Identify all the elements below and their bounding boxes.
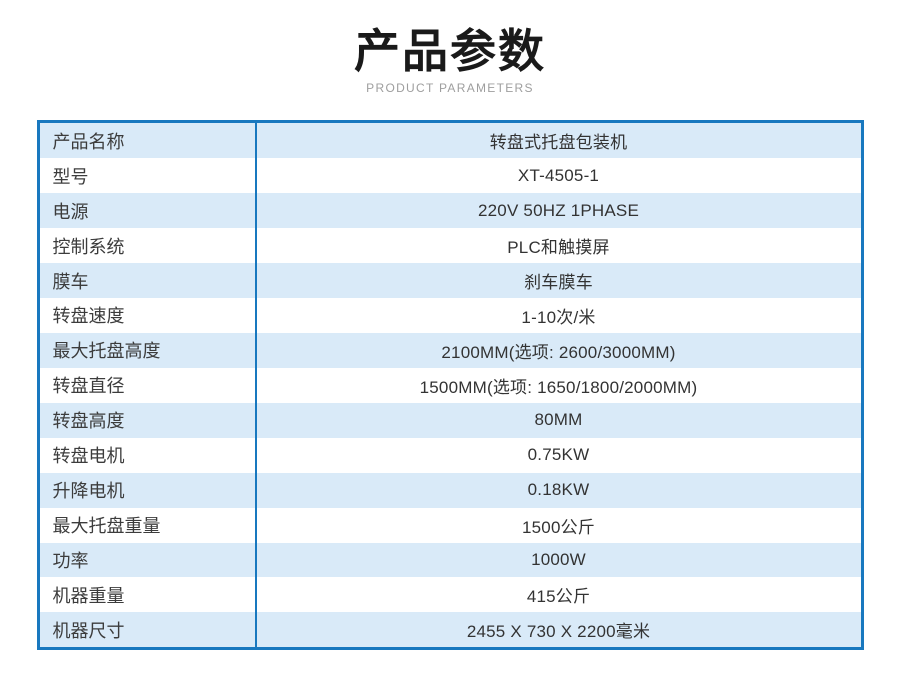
table-row: 控制系统 PLC和触摸屏 xyxy=(39,228,861,264)
row-label: 机器尺寸 xyxy=(40,612,257,648)
row-label: 电源 xyxy=(40,193,257,229)
table-row: 转盘直径 1500MM(选项: 1650/1800/2000MM) xyxy=(39,367,861,403)
row-value: 2100MM(选项: 2600/3000MM) xyxy=(441,342,676,362)
row-label: 型号 xyxy=(40,158,257,194)
row-label: 转盘高度 xyxy=(40,402,257,438)
row-label: 产品名称 xyxy=(40,123,257,159)
row-value: PLC和触摸屏 xyxy=(507,238,610,258)
table-row: 膜车 刹车膜车 xyxy=(39,263,861,298)
row-value: 1500MM(选项: 1650/1800/2000MM) xyxy=(419,377,698,397)
row-value: 2455 X 730 X 2200毫米 xyxy=(466,622,651,642)
row-value: 1-10次/米 xyxy=(521,307,596,327)
row-value: 转盘式托盘包装机 xyxy=(489,133,628,153)
row-value: 1000W xyxy=(531,550,586,570)
row-label: 升降电机 xyxy=(40,472,257,508)
table-row: 机器尺寸 2455 X 730 X 2200毫米 xyxy=(39,612,861,648)
table-row: 产品名称 转盘式托盘包装机 xyxy=(39,123,861,159)
table-row: 型号 XT-4505-1 xyxy=(39,158,861,194)
table-row: 最大托盘高度 2100MM(选项: 2600/3000MM) xyxy=(39,332,861,368)
row-value: XT-4505-1 xyxy=(517,165,600,185)
page-subtitle: PRODUCT PARAMETERS xyxy=(366,81,534,96)
spec-table: 产品名称 转盘式托盘包装机 型号 XT-4505-1 电源 220V 50HZ … xyxy=(36,120,864,651)
row-value: 1500公斤 xyxy=(521,517,596,537)
row-value: 415公斤 xyxy=(526,587,591,607)
table-row: 最大托盘重量 1500公斤 xyxy=(39,507,861,543)
row-label: 转盘电机 xyxy=(40,437,257,473)
table-row: 转盘电机 0.75KW xyxy=(39,437,861,473)
row-value: 80MM xyxy=(534,410,583,430)
row-label: 转盘速度 xyxy=(40,297,257,333)
table-row: 功率 1000W xyxy=(39,542,861,578)
table-row: 电源 220V 50HZ 1PHASE xyxy=(39,193,861,229)
row-label: 转盘直径 xyxy=(40,367,257,403)
page-title: 产品参数 xyxy=(354,25,546,77)
row-value: 刹车膜车 xyxy=(524,273,593,293)
row-value: 0.18KW xyxy=(527,480,590,500)
row-label: 膜车 xyxy=(40,263,257,298)
row-label: 最大托盘重量 xyxy=(40,507,257,543)
row-value: 0.75KW xyxy=(527,445,590,465)
page-header: 产品参数 PRODUCT PARAMETERS xyxy=(0,0,900,96)
row-value: 220V 50HZ 1PHASE xyxy=(477,200,639,220)
table-row: 升降电机 0.18KW xyxy=(39,472,861,508)
table-row: 转盘高度 80MM xyxy=(39,402,861,438)
table-row: 转盘速度 1-10次/米 xyxy=(39,297,861,333)
row-label: 机器重量 xyxy=(40,577,257,613)
table-row: 机器重量 415公斤 xyxy=(39,577,861,613)
row-label: 控制系统 xyxy=(40,228,257,264)
row-label: 最大托盘高度 xyxy=(40,332,257,368)
row-label: 功率 xyxy=(40,542,257,578)
